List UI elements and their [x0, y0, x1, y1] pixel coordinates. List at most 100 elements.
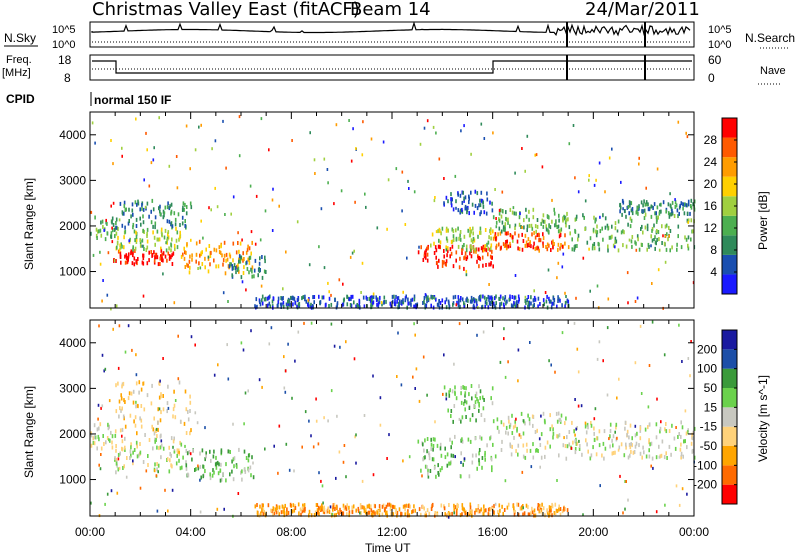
scatter-cell	[542, 236, 545, 241]
freq-trace	[92, 55, 692, 80]
scatter-cell	[568, 142, 571, 146]
scatter-cell	[557, 224, 560, 229]
scatter-cell	[231, 264, 234, 269]
scatter-cell	[163, 211, 166, 215]
scatter-cell	[237, 266, 240, 271]
scatter-cell	[128, 252, 130, 257]
scatter-cell	[204, 426, 206, 430]
scatter-cell	[164, 228, 167, 233]
scatter-cell	[152, 230, 154, 235]
scatter-cell	[459, 193, 462, 198]
scatter-cell	[558, 453, 560, 458]
scatter-cell	[418, 245, 420, 249]
scatter-cell	[355, 461, 357, 465]
scatter-cell	[646, 202, 648, 207]
scatter-cell	[119, 406, 121, 411]
scatter-cell	[225, 462, 227, 467]
scatter-cell	[532, 304, 534, 309]
scatter-cell	[139, 216, 141, 221]
scatter-cell	[154, 462, 156, 467]
scatter-cell	[558, 297, 560, 302]
scatter-cell	[677, 224, 680, 229]
scatter-cell	[215, 248, 218, 253]
scatter-cell	[511, 295, 514, 299]
scatter-cell	[292, 503, 295, 508]
scatter-cell	[502, 511, 504, 516]
scatter-cell	[258, 378, 261, 382]
scatter-cell	[651, 205, 653, 209]
scatter-cell	[423, 506, 425, 511]
scatter-cell	[313, 513, 316, 517]
scatter-cell	[338, 278, 341, 282]
scatter-cell	[185, 463, 188, 468]
scatter-cell	[271, 299, 274, 304]
scatter-cell	[551, 504, 554, 509]
scatter-cell	[465, 273, 468, 277]
scatter-cell	[238, 447, 240, 452]
scatter-cell	[139, 450, 142, 455]
scatter-cell	[185, 250, 187, 255]
scatter-cell	[153, 235, 156, 240]
scatter-cell	[465, 298, 467, 303]
scatter-cell	[470, 295, 473, 300]
velocity-ylabel: Slant Range [km]	[22, 386, 36, 478]
scatter-cell	[451, 511, 453, 516]
scatter-cell	[560, 227, 563, 232]
scatter-cell	[399, 301, 401, 305]
scatter-cell	[443, 385, 446, 390]
scatter-cell	[393, 294, 395, 299]
scatter-cell	[492, 215, 495, 220]
scatter-cell	[441, 298, 444, 303]
scatter-cell	[505, 301, 507, 306]
scatter-cell	[652, 466, 654, 470]
scatter-cell	[464, 407, 466, 412]
scatter-cell	[559, 246, 561, 251]
scatter-cell	[635, 248, 638, 252]
scatter-cell	[139, 238, 141, 243]
scatter-cell	[239, 241, 242, 246]
scatter-cell	[567, 245, 570, 250]
scatter-cell	[102, 434, 104, 438]
scatter-cell	[256, 510, 259, 515]
scatter-cell	[117, 467, 120, 472]
scatter-cell	[136, 403, 139, 408]
scatter-cell	[463, 124, 465, 128]
scatter-cell	[375, 295, 377, 300]
scatter-cell	[479, 396, 481, 401]
scatter-cell	[490, 396, 492, 401]
scatter-cell	[648, 422, 651, 427]
scatter-cell	[273, 508, 276, 512]
scatter-cell	[561, 509, 564, 514]
scatter-cell	[442, 392, 444, 396]
scatter-cell	[184, 223, 186, 228]
scatter-cell	[540, 455, 543, 460]
scatter-cell	[118, 399, 121, 404]
scatter-cell	[512, 504, 514, 509]
scatter-cell	[439, 468, 442, 473]
scatter-cell	[609, 422, 612, 427]
scatter-cell	[278, 204, 280, 208]
scatter-cell	[153, 469, 156, 473]
scatter-cell	[461, 503, 464, 508]
scatter-cell	[118, 414, 120, 419]
scatter-cell	[502, 225, 505, 230]
scatter-cell	[233, 456, 236, 461]
scatter-cell	[392, 512, 395, 517]
scatter-cell	[659, 454, 661, 459]
scatter-cell	[544, 291, 547, 294]
scatter-cell	[204, 256, 206, 261]
scatter-cell	[264, 447, 266, 451]
scatter-cell	[438, 244, 441, 249]
scatter-cell	[115, 221, 117, 225]
scatter-cell	[153, 431, 156, 436]
scatter-cell	[385, 511, 387, 516]
scatter-cell	[602, 359, 604, 363]
scatter-cell	[665, 223, 668, 228]
scatter-cell	[463, 385, 465, 390]
scatter-cell	[488, 262, 490, 267]
scatter-cell	[296, 220, 299, 224]
scatter-cell	[524, 295, 527, 299]
scatter-cell	[554, 223, 556, 228]
scatter-cell	[129, 413, 132, 418]
scatter-cell	[287, 510, 290, 515]
